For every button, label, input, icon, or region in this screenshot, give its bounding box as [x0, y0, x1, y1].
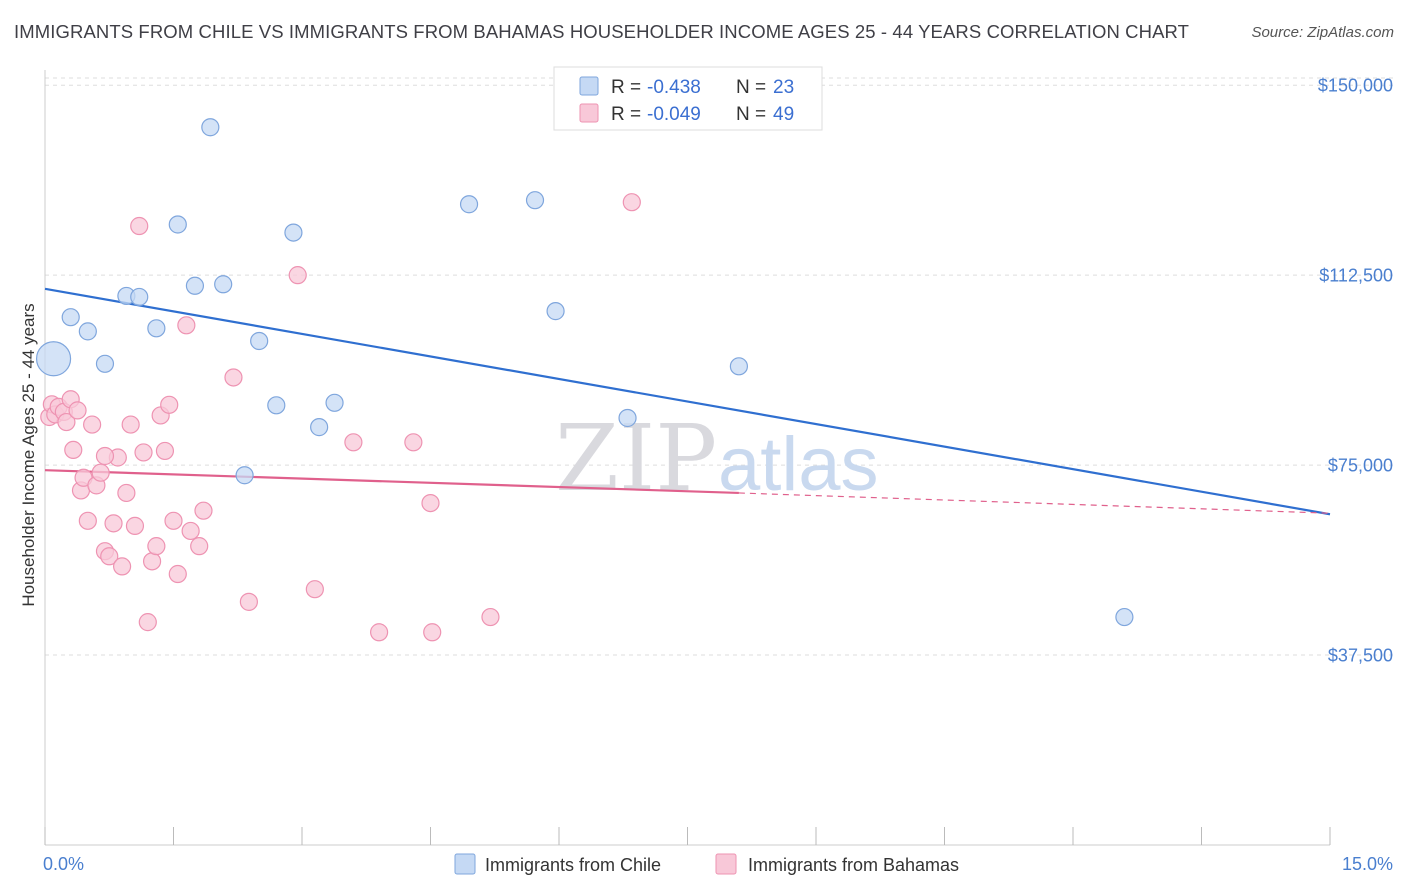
watermark: ZIP atlas [555, 405, 879, 512]
data-point-bahamas-12 [83, 415, 102, 434]
data-point-bahamas-35 [190, 537, 209, 556]
data-point-bahamas-24 [134, 443, 153, 462]
y-tick-label-3: $150,000 [1318, 76, 1393, 96]
legend: R = -0.438 N = 23 R = -0.049 N = 49 [553, 66, 823, 131]
data-point-chile-2 [78, 322, 97, 341]
data-point-chile-14 [310, 418, 329, 437]
data-point-chile-6 [147, 319, 166, 338]
data-point-bahamas-40 [305, 580, 324, 599]
trend-line-bahamas [44, 469, 739, 495]
y-tick-label-2: $112,500 [1319, 266, 1393, 286]
data-point-bahamas-48 [95, 446, 115, 466]
axes [44, 70, 1331, 846]
legend-swatch-bahamas [579, 103, 599, 123]
data-point-bahamas-11 [78, 511, 97, 530]
data-point-chile-5 [130, 287, 149, 307]
bottom-legend-label-chile: Immigrants from Chile [485, 855, 661, 875]
data-point-bahamas-34 [181, 521, 200, 541]
data-point-bahamas-8 [68, 401, 87, 420]
data-point-bahamas-44 [421, 493, 440, 513]
legend-n-value-bahamas: 49 [773, 104, 794, 125]
data-point-chile-15 [325, 393, 344, 412]
y-axis-label: Householder Income Ages 25 - 44 years [19, 303, 38, 606]
data-point-chile-20 [618, 408, 637, 428]
data-point-bahamas-43 [404, 433, 423, 452]
data-point-chile-22 [1115, 607, 1134, 627]
watermark-zip: ZIP [555, 405, 717, 512]
y-tick-label-1: $75,000 [1328, 456, 1393, 476]
legend-frame [553, 66, 823, 131]
bottom-legend: Immigrants from Chile Immigrants from Ba… [454, 853, 959, 875]
data-point-chile-7 [168, 215, 187, 234]
data-points [35, 118, 1134, 642]
bottom-legend-swatch-chile [454, 853, 476, 875]
data-point-chile-9 [201, 118, 220, 137]
data-point-bahamas-17 [104, 514, 123, 533]
data-point-chile-13 [284, 223, 303, 242]
data-point-bahamas-42 [370, 623, 389, 642]
x-max-label: 15.0% [1342, 854, 1393, 874]
data-point-bahamas-19 [112, 557, 132, 576]
legend-r-label-bahamas: R = [611, 104, 641, 125]
data-point-bahamas-7 [64, 440, 83, 460]
data-point-bahamas-22 [125, 516, 145, 535]
data-point-bahamas-26 [142, 552, 162, 571]
data-point-bahamas-38 [239, 592, 258, 611]
x-min-label: 0.0% [43, 854, 84, 874]
chart-source: Source: ZipAtlas.com [1251, 24, 1394, 41]
data-point-chile-17 [459, 195, 479, 214]
bottom-legend-swatch-bahamas [715, 853, 737, 875]
data-point-bahamas-46 [481, 607, 500, 627]
data-point-bahamas-20 [117, 483, 136, 503]
data-point-chile-12 [267, 396, 286, 415]
legend-r-value-bahamas: -0.049 [647, 104, 701, 125]
data-point-bahamas-37 [224, 368, 243, 387]
data-point-chile-16 [235, 466, 254, 485]
trend-lines [44, 287, 1331, 516]
data-point-bahamas-14 [91, 463, 110, 482]
data-point-chile-10 [214, 275, 233, 294]
legend-r-label-chile: R = [611, 77, 641, 98]
data-point-chile-19 [546, 302, 565, 321]
legend-n-label-bahamas: N = [736, 104, 766, 125]
chart-title: IMMIGRANTS FROM CHILE VS IMMIGRANTS FROM… [14, 21, 1190, 42]
data-point-bahamas-27 [147, 537, 166, 556]
tick-labels: $37,500 $75,000 $112,500 $150,000 [1318, 76, 1393, 666]
data-point-bahamas-23 [130, 216, 149, 236]
data-point-bahamas-31 [164, 511, 183, 530]
legend-n-value-chile: 23 [773, 77, 794, 98]
data-point-chile-3 [95, 354, 115, 373]
watermark-atlas: atlas [718, 422, 879, 507]
data-point-chile-11 [250, 331, 269, 351]
data-point-bahamas-47 [622, 193, 641, 212]
data-point-bahamas-16 [100, 547, 119, 566]
y-tick-label-0: $37,500 [1328, 646, 1393, 666]
data-point-bahamas-29 [155, 441, 175, 461]
data-point-chile-1 [61, 308, 80, 327]
data-point-bahamas-30 [160, 395, 179, 414]
data-point-bahamas-45 [423, 623, 442, 642]
legend-r-value-chile: -0.438 [647, 77, 701, 98]
data-point-bahamas-39 [288, 266, 307, 285]
legend-swatch-chile [579, 76, 599, 96]
data-point-chile-18 [525, 191, 545, 210]
data-point-bahamas-21 [121, 415, 140, 434]
data-point-bahamas-25 [138, 613, 157, 632]
data-point-bahamas-41 [344, 433, 363, 452]
data-point-chile-0 [35, 341, 72, 377]
data-point-bahamas-36 [194, 501, 213, 520]
data-point-bahamas-5 [57, 412, 76, 432]
legend-n-label-chile: N = [736, 77, 766, 98]
data-point-chile-21 [729, 357, 749, 376]
data-point-bahamas-32 [168, 564, 187, 584]
data-point-bahamas-33 [177, 316, 196, 335]
grid-lines [45, 77, 1395, 656]
trend-line-chile [44, 287, 1331, 516]
bottom-legend-label-bahamas: Immigrants from Bahamas [748, 855, 959, 875]
data-point-chile-8 [185, 276, 205, 295]
